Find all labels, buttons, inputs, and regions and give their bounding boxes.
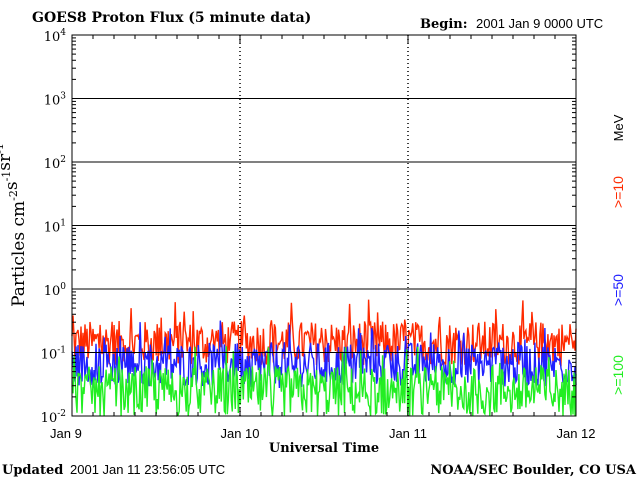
- plot-area: [71, 34, 577, 418]
- x-tick-label: Jan 10: [220, 426, 259, 441]
- y-axis-label-text: Particles cm-2s-1sr-1: [0, 143, 29, 307]
- y-tick-label: 101: [44, 219, 66, 236]
- legend-label: >=100: [610, 355, 626, 395]
- chart-title: GOES8 Proton Flux (5 minute data): [32, 10, 311, 26]
- x-axis-label: Universal Time: [269, 441, 379, 456]
- series-line: [71, 320, 577, 389]
- data-source: NOAA/SEC Boulder, CO USA: [430, 463, 637, 478]
- plot-frame: [71, 34, 577, 417]
- legend-entry: >=100: [610, 355, 626, 395]
- y-tick-label: 104: [44, 28, 67, 45]
- x-tick-label: Jan 9: [50, 426, 82, 441]
- legend-label: >=50: [610, 274, 626, 306]
- series-layer: [71, 299, 577, 418]
- y-tick-labels: 104 103 102 101 100 10-1 10-2: [41, 28, 67, 426]
- x-tick-label: Jan 11: [389, 426, 427, 441]
- legend-units: MeV: [611, 114, 626, 141]
- series-line: [71, 346, 577, 418]
- updated-value: 2001 Jan 11 23:56:05 UTC: [70, 462, 225, 477]
- x-tick-label: Jan 12: [556, 426, 595, 441]
- y-tick-label: 102: [44, 155, 66, 172]
- units-label: MeV: [611, 114, 626, 141]
- legend: >=10 >=50 >=100 MeV: [610, 114, 626, 395]
- y-tick-label: 10-1: [41, 346, 66, 363]
- begin-label: Begin:: [420, 17, 468, 32]
- y-tick-label: 100: [44, 282, 67, 299]
- grid-layer: [71, 35, 577, 416]
- updated-label: Updated: [2, 463, 63, 478]
- legend-entry: >=50: [610, 274, 626, 306]
- x-tick-labels: Jan 9 Jan 10 Jan 11 Jan 12: [50, 426, 596, 441]
- y-axis-label: Particles cm-2s-1sr-1: [0, 143, 29, 307]
- series-line: [71, 299, 577, 367]
- y-tick-label: 103: [44, 92, 67, 109]
- legend-label: >=10: [610, 176, 626, 208]
- y-tick-label: 10-2: [41, 409, 66, 426]
- legend-entry: >=10: [610, 176, 626, 208]
- begin-value: 2001 Jan 9 0000 UTC: [476, 16, 603, 31]
